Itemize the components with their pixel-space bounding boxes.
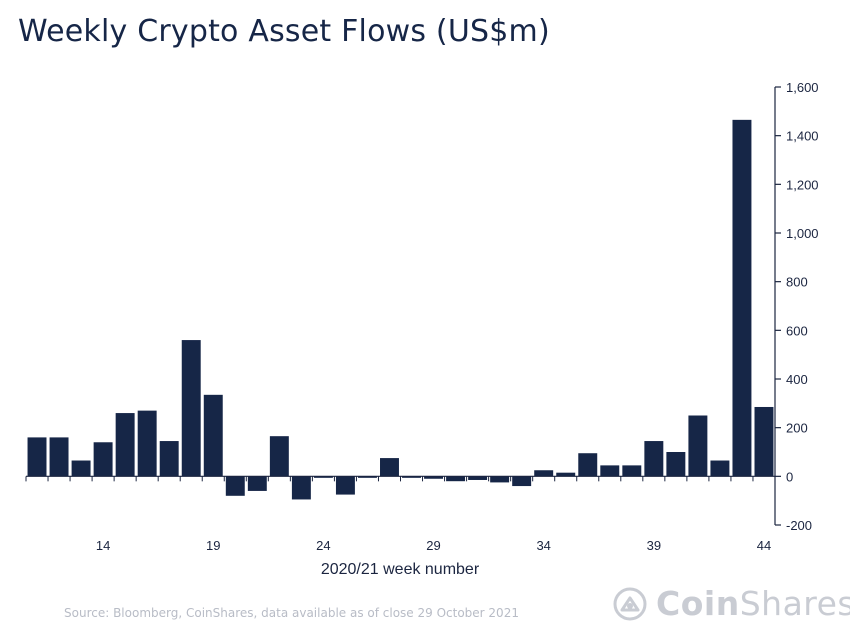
bar-week-29 <box>424 476 444 479</box>
bar-week-21 <box>247 476 267 491</box>
bar-week-40 <box>666 452 686 477</box>
bar-week-31 <box>468 476 488 480</box>
bar-week-33 <box>512 476 532 487</box>
bar-week-22 <box>269 436 289 477</box>
bar-week-12 <box>49 437 69 477</box>
y-tick-label: 1,600 <box>786 80 819 95</box>
source-note: Source: Bloomberg, CoinShares, data avai… <box>64 606 519 620</box>
bar-week-17 <box>159 441 179 477</box>
bar-week-25 <box>335 476 355 495</box>
x-axis-label: 2020/21 week number <box>321 561 480 578</box>
bar-week-34 <box>534 470 554 477</box>
brand-wordmark-bold: Coin <box>656 584 740 623</box>
bar-week-28 <box>402 476 421 478</box>
y-tick-label: -200 <box>786 518 812 533</box>
x-axis-ticks: 14 19 24 29 34 39 44 <box>25 476 776 553</box>
brand-wordmark: CoinShares <box>656 584 850 623</box>
y-tick-label: 1,000 <box>786 226 819 241</box>
bar-week-44 <box>754 406 774 477</box>
y-tick-label: 600 <box>786 323 808 338</box>
bar-week-41 <box>688 415 708 477</box>
coinshares-logo: CoinShares <box>612 584 850 623</box>
bar-week-32 <box>490 476 510 483</box>
bar-week-20 <box>225 476 245 496</box>
bar-week-23 <box>291 476 311 500</box>
y-tick-label: 0 <box>786 469 793 484</box>
y-tick-label: 800 <box>786 275 808 290</box>
bar-week-26 <box>357 476 377 478</box>
x-tick-label: 44 <box>757 538 771 553</box>
bar-week-43 <box>732 119 752 477</box>
x-tick-label: 34 <box>536 538 550 553</box>
x-tick-label: 39 <box>647 538 661 553</box>
bar-week-37 <box>600 465 620 477</box>
bar-week-24 <box>313 476 333 478</box>
brand-wordmark-regular: Shares <box>739 584 850 623</box>
x-tick-label: 14 <box>96 538 110 553</box>
bar-week-30 <box>446 476 466 482</box>
bar-week-11 <box>27 437 47 477</box>
y-tick-label: 400 <box>786 372 808 387</box>
chart-title: Weekly Crypto Asset Flows (US$m) <box>18 14 550 49</box>
bar-week-16 <box>137 410 157 477</box>
bar-week-19 <box>203 394 223 477</box>
y-tick-label: 1,400 <box>786 129 819 144</box>
bar-week-38 <box>622 465 642 477</box>
bar-week-39 <box>644 441 664 477</box>
bar-chart: -200 0 200 400 600 800 1,000 1,200 1,400 1,600 14… <box>25 80 819 578</box>
bar-week-15 <box>115 413 135 477</box>
bar-week-42 <box>710 460 730 477</box>
y-axis-ticks: -200 0 200 400 600 800 1,000 1,200 1,400 1,600 <box>775 80 819 533</box>
bar-week-18 <box>181 340 201 477</box>
bar-week-14 <box>93 442 113 477</box>
y-tick-label: 1,200 <box>786 177 819 192</box>
bar-week-36 <box>578 453 598 477</box>
x-tick-label: 19 <box>206 538 220 553</box>
bar-week-35 <box>556 472 576 477</box>
bar-week-13 <box>71 460 91 477</box>
x-tick-label: 29 <box>426 538 440 553</box>
bar-week-27 <box>380 458 399 477</box>
bars-group <box>27 119 774 500</box>
y-tick-label: 200 <box>786 421 808 436</box>
coinshares-shield-icon <box>613 587 647 620</box>
x-tick-label: 24 <box>316 538 330 553</box>
